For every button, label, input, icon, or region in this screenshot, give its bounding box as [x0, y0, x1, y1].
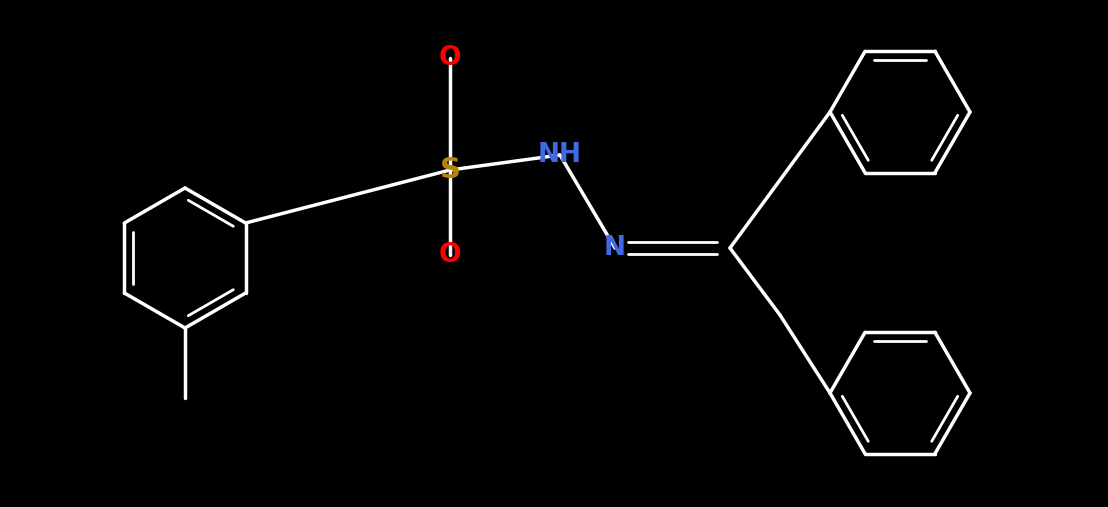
Text: S: S — [440, 156, 461, 184]
Text: O: O — [439, 242, 461, 268]
Text: N: N — [604, 235, 626, 261]
Text: NH: NH — [538, 142, 582, 168]
Text: O: O — [439, 45, 461, 71]
